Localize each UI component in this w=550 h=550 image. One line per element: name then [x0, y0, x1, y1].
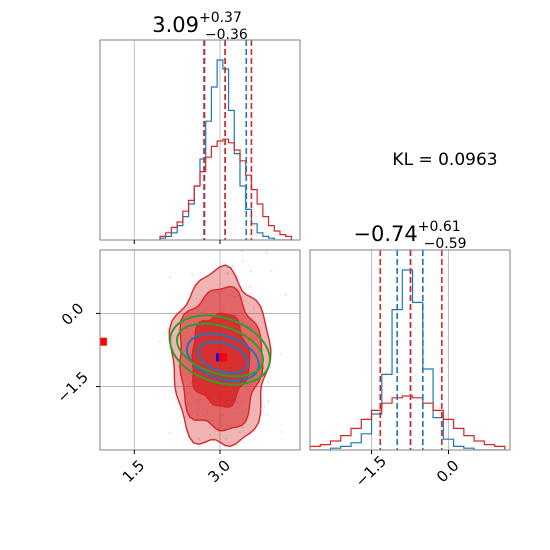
scatter-point — [209, 434, 211, 436]
y-tick-label: −1.5 — [53, 368, 91, 406]
scatter-point — [241, 250, 244, 253]
joint-panel: 1.5 3.0 0.0 −1.5 — [53, 199, 325, 486]
joint-line-contours — [169, 314, 271, 386]
scatter-point — [195, 297, 198, 300]
joint-frame — [99, 249, 301, 451]
x-tick-label: 3.0 — [204, 456, 234, 486]
scatter-point — [241, 259, 244, 262]
scatter-point — [198, 438, 201, 441]
marginal-x-quantile-lines — [203, 40, 253, 240]
scatter-point — [249, 270, 252, 273]
marker-2 — [100, 337, 107, 346]
scatter-point — [236, 275, 239, 278]
scatter-point — [267, 400, 270, 403]
scatter-point — [186, 415, 189, 418]
scatter-point — [168, 431, 171, 434]
joint-markers — [100, 337, 227, 362]
scatter-point — [241, 427, 244, 429]
kl-annotation: KL = 0.0963 — [392, 150, 497, 170]
scatter-point — [266, 381, 269, 383]
scatter-point — [168, 276, 171, 279]
scatter-point — [263, 405, 266, 408]
scatter-point — [280, 431, 283, 433]
line-contour-2 — [169, 314, 271, 386]
scatter-point — [180, 421, 183, 424]
marginal-y-panel: −1.5 0.0 −0.74+0.61 −0.59 — [309, 219, 511, 491]
scatter-point — [224, 437, 227, 440]
scatter-point — [323, 340, 325, 342]
marginal-y-frame — [309, 249, 511, 451]
line-contour-3 — [175, 322, 265, 378]
scatter-point — [239, 431, 241, 434]
marginal-x-title: 3.09+0.37 −0.36 — [152, 10, 248, 43]
marginal-x-frame — [99, 39, 301, 241]
histogram-series-0 — [159, 59, 292, 240]
scatter-point — [248, 285, 251, 288]
marginal-y-quantile-lines — [379, 250, 443, 450]
histogram-series-1 — [310, 395, 506, 450]
scatter-point — [279, 353, 282, 356]
marginal-x-ticks — [133, 240, 221, 244]
line-contour-1 — [197, 340, 249, 374]
y-tick-label: 0.0 — [58, 299, 88, 329]
scatter-point — [270, 269, 273, 272]
scatter-point — [245, 285, 248, 288]
scatter-point — [231, 265, 234, 268]
marginal-y-histograms — [310, 269, 506, 450]
tick-label: 0.0 — [433, 456, 463, 486]
tick-label: −1.5 — [352, 452, 390, 490]
marginal-x-grid — [133, 40, 221, 240]
scatter-point — [191, 274, 194, 276]
scatter-point — [226, 272, 229, 275]
x-tick-label: 1.5 — [119, 456, 149, 486]
scatter-point — [265, 251, 268, 254]
scatter-point — [244, 300, 247, 303]
scatter-point — [266, 414, 269, 416]
scatter-point — [252, 306, 255, 309]
scatter-point — [226, 437, 229, 440]
marginal-y-title: −0.74+0.61 −0.59 — [353, 219, 466, 252]
marker-1 — [218, 353, 227, 362]
scatter-point — [158, 340, 161, 343]
marginal-x-panel: 3.09+0.37 −0.36 — [99, 10, 301, 244]
scatter-point — [205, 199, 207, 201]
scatter-point — [197, 437, 200, 439]
marginal-y-ticks: −1.5 0.0 — [352, 450, 463, 491]
scatter-point — [284, 293, 287, 296]
scatter-point — [164, 218, 166, 220]
scatter-point — [208, 426, 211, 429]
histogram-series-0 — [310, 269, 505, 450]
